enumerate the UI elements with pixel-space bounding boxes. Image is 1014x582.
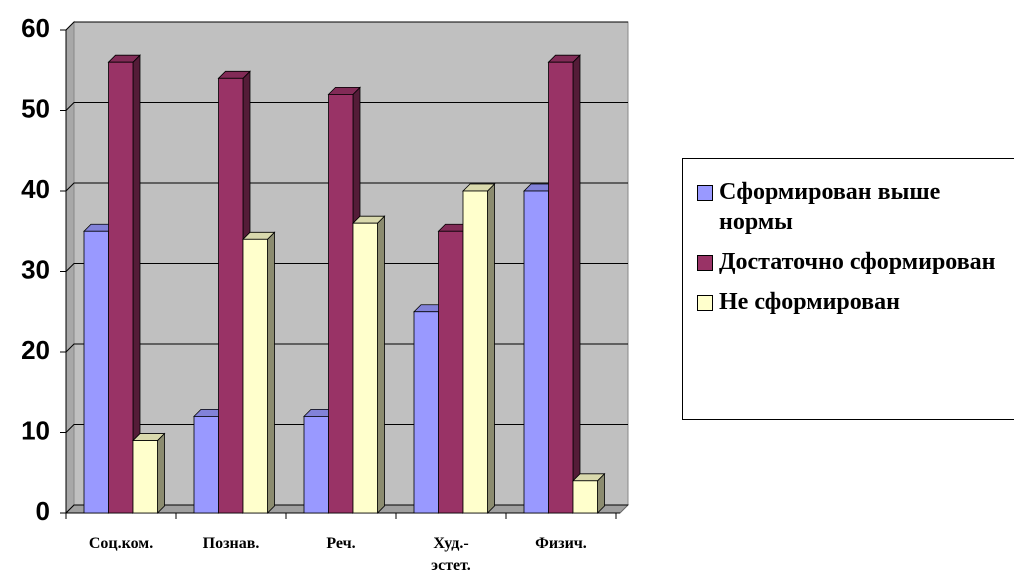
bar (108, 61, 134, 514)
bar-side (377, 215, 385, 514)
x-tick-label: Познав. (202, 535, 260, 552)
bar (413, 311, 439, 514)
bar (438, 230, 464, 514)
bar (83, 230, 109, 514)
y-tick-label: 50 (21, 93, 50, 123)
bar (132, 440, 158, 514)
bar (242, 238, 268, 514)
legend-swatch (697, 295, 713, 311)
x-tick-label: Соц.ком. (88, 535, 154, 552)
bar (523, 190, 549, 514)
y-tick-label: 30 (21, 254, 50, 284)
grid-line (65, 21, 628, 31)
legend-label: Достаточно сформирован (719, 249, 996, 275)
legend-item: Не сформирован (697, 287, 1014, 317)
legend: Сформирован выше нормы Достаточно сформир… (682, 158, 1014, 420)
bar (572, 480, 598, 514)
bar (328, 94, 354, 514)
bar-side (487, 183, 495, 514)
legend-item: Достаточно сформирован (697, 247, 1014, 277)
bar (352, 222, 378, 514)
x-tick-label: Реч. (326, 535, 356, 552)
bar (303, 415, 329, 514)
y-tick-label: 40 (21, 174, 50, 204)
legend-item: Сформирован выше нормы (697, 177, 1014, 237)
legend-swatch (697, 185, 713, 201)
bar-side (572, 54, 581, 514)
y-tick-label: 0 (36, 496, 50, 526)
legend-label: Сформирован выше нормы (719, 179, 941, 235)
y-tick-label: 60 (21, 13, 50, 43)
y-tick-label: 20 (21, 335, 50, 365)
x-tick-label: Худ.-эстет. (431, 535, 471, 574)
x-tick-label: Физич. (535, 535, 587, 552)
grid-line (65, 102, 628, 111)
y-tick-label: 10 (21, 415, 50, 445)
bar (462, 190, 488, 514)
bar-side (267, 231, 275, 514)
bar (193, 415, 219, 514)
bar-side (157, 432, 165, 514)
grid-line (65, 182, 628, 192)
legend-swatch (697, 255, 713, 271)
bar (548, 61, 574, 514)
bar (218, 77, 244, 514)
legend-label: Не сформирован (719, 289, 900, 315)
